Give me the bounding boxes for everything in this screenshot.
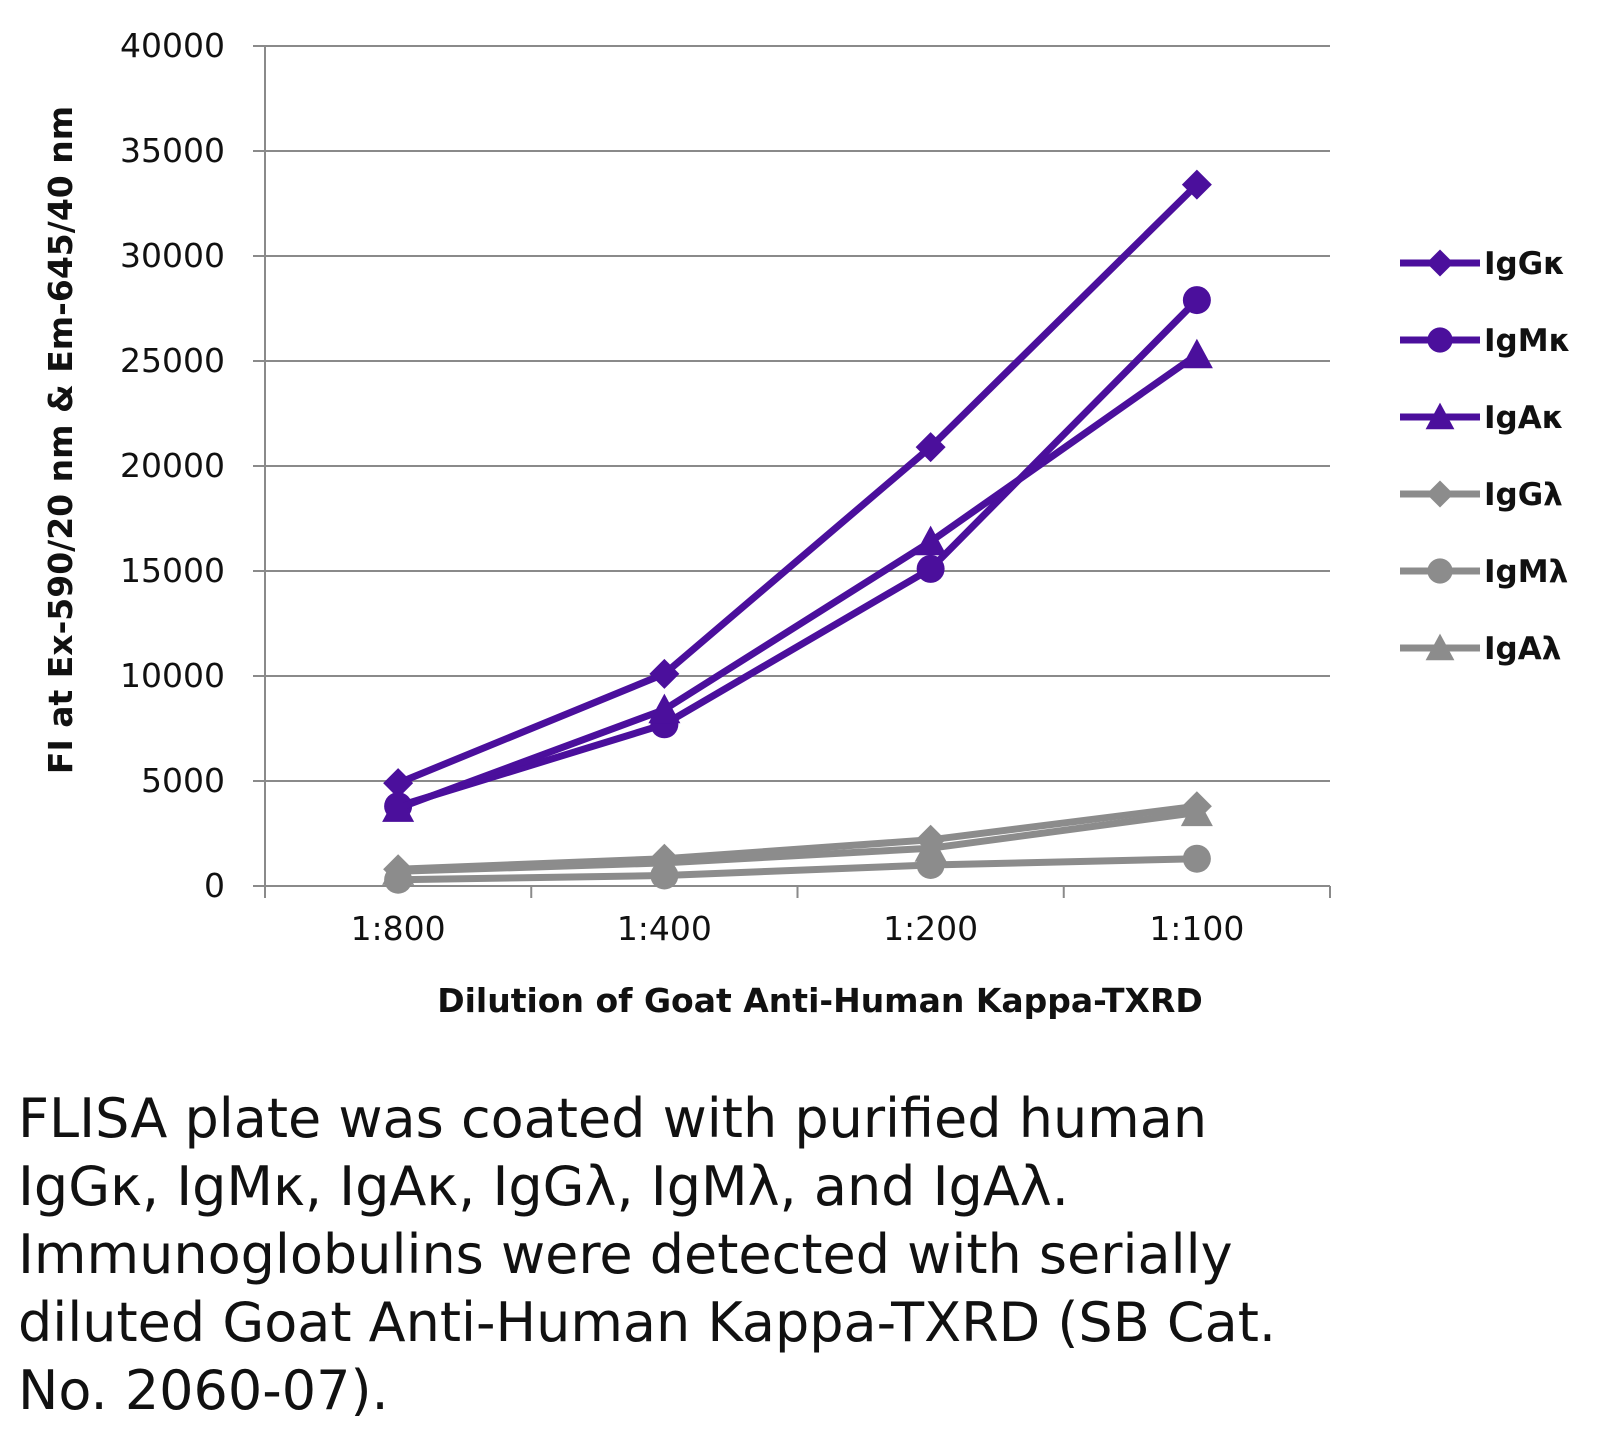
legend-marker xyxy=(1426,480,1454,508)
y-tick-label: 10000 xyxy=(120,656,225,695)
data-point xyxy=(914,832,947,862)
data-point xyxy=(915,432,946,463)
legend-marker xyxy=(1425,633,1455,661)
data-point xyxy=(1182,286,1211,315)
data-point xyxy=(648,693,681,724)
y-tick-label: 40000 xyxy=(120,26,225,65)
y-tick-labels: 0 5000 10000 15000 20000 25000 30000 35000 40000 xyxy=(120,26,225,905)
series-line xyxy=(398,855,1197,884)
legend-label: IgMκ xyxy=(1484,323,1571,359)
series-IgAκ xyxy=(382,338,1213,822)
legend-item: IgAκ xyxy=(1400,400,1564,436)
x-axis-title: Dilution of Goat Anti-Human Kappa-TXRD xyxy=(437,981,1203,1020)
legend-marker xyxy=(1426,249,1454,277)
legend-item: IgGλ xyxy=(1400,477,1563,513)
line-chart: 0 5000 10000 15000 20000 25000 30000 35000 40000… xyxy=(41,26,1571,1020)
data-point xyxy=(648,846,681,877)
figure-caption: FLISA plate was coated with purified hum… xyxy=(18,1085,1578,1425)
x-tick-label: 1:200 xyxy=(883,909,978,948)
x-tick-label: 1:800 xyxy=(351,909,446,948)
y-tick-label: 5000 xyxy=(141,761,225,800)
series-line xyxy=(397,297,1200,810)
caption-line: FLISA plate was coated with purified hum… xyxy=(18,1087,1208,1150)
x-tick-label: 1:100 xyxy=(1149,909,1244,948)
series-IgMκ xyxy=(384,286,1211,821)
caption-line: diluted Goat Anti-Human Kappa-TXRD (SB C… xyxy=(18,1291,1277,1354)
x-tick-labels: 1:800 1:400 1:200 1:100 xyxy=(351,909,1245,948)
y-tick-label: 20000 xyxy=(120,446,225,485)
caption-line: No. 2060-07). xyxy=(18,1359,389,1422)
series-IgGκ xyxy=(383,169,1212,799)
data-point xyxy=(916,554,945,583)
series-line xyxy=(396,182,1200,787)
series-line xyxy=(396,351,1199,812)
gridlines xyxy=(253,45,1330,887)
data-point xyxy=(382,855,415,885)
legend-item: IgGκ xyxy=(1400,246,1565,282)
legend-label: IgAκ xyxy=(1484,400,1564,436)
legend-label: IgMλ xyxy=(1484,554,1568,590)
legend-item: IgMκ xyxy=(1400,323,1571,359)
legend-item: IgAλ xyxy=(1400,631,1561,667)
data-point xyxy=(649,658,680,689)
data-point xyxy=(383,768,414,799)
legend-label: IgGκ xyxy=(1484,246,1565,282)
series-IgAλ xyxy=(382,796,1213,885)
data-point xyxy=(1182,844,1211,873)
legend-marker xyxy=(1427,558,1453,584)
data-point xyxy=(1180,796,1213,827)
legend-label: IgGλ xyxy=(1484,477,1563,513)
data-point xyxy=(1181,169,1212,200)
y-tick-label: 35000 xyxy=(120,131,225,170)
legend-item: IgMλ xyxy=(1400,554,1568,590)
y-axis-title: FI at Ex-590/20 nm & Em-645/40 nm xyxy=(41,106,80,774)
x-tick-label: 1:400 xyxy=(617,909,712,948)
series-group xyxy=(382,169,1213,894)
legend-label: IgAλ xyxy=(1484,631,1561,667)
legend: IgGκ IgMκ IgAκ IgGλ IgMλ IgAλ xyxy=(1400,246,1571,667)
y-tick-label: 30000 xyxy=(120,236,225,275)
y-tick-label: 15000 xyxy=(120,551,225,590)
data-point xyxy=(382,792,415,822)
caption-line: Immunoglobulins were detected with seria… xyxy=(18,1223,1233,1286)
data-point xyxy=(914,525,947,556)
series-line xyxy=(398,809,1198,875)
axes xyxy=(264,46,1331,898)
legend-marker xyxy=(1425,402,1455,430)
legend-marker xyxy=(1427,327,1453,353)
caption-line: IgGκ, IgMκ, IgAκ, IgGλ, IgMλ, and IgAλ. xyxy=(18,1155,1069,1218)
y-tick-label: 25000 xyxy=(120,341,225,380)
y-tick-label: 0 xyxy=(204,866,225,905)
data-point xyxy=(1180,338,1213,369)
